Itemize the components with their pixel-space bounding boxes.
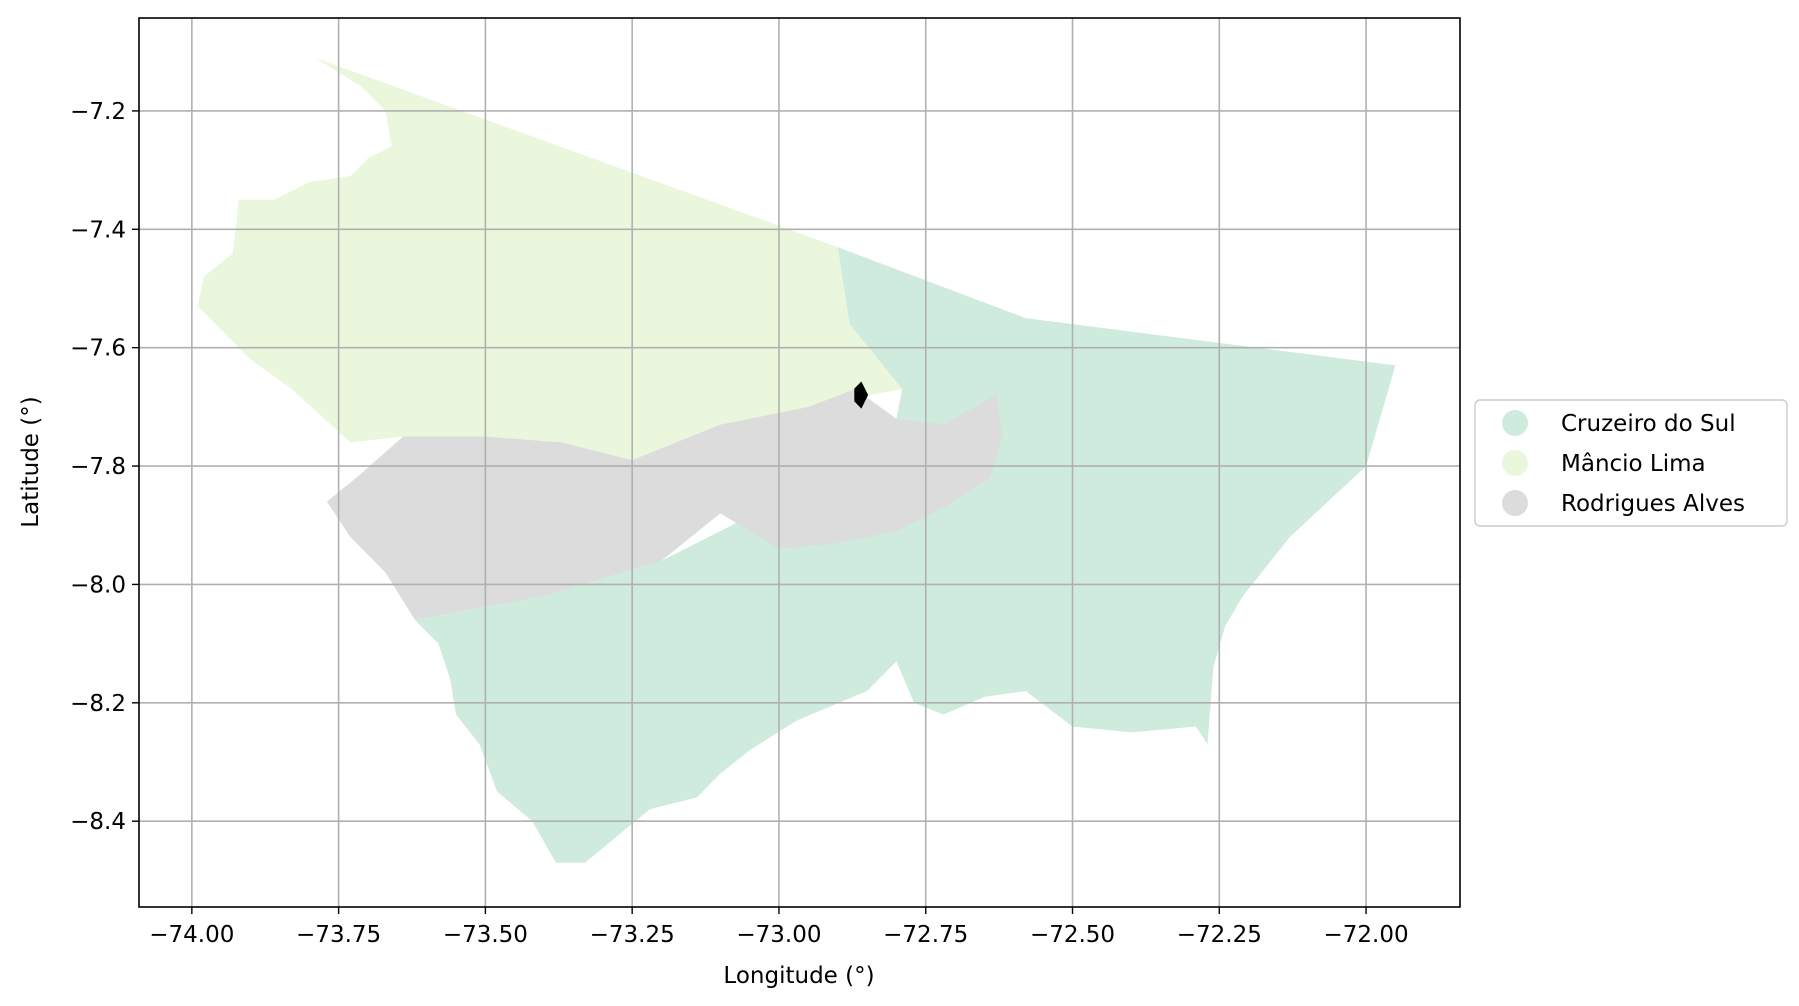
legend-marker-rodrigues-alves (1502, 490, 1528, 516)
region-layer (197, 57, 1396, 863)
x-tick-label: −72.50 (1030, 922, 1115, 948)
region-mancio-lima (197, 57, 903, 461)
y-tick-label: −7.6 (70, 336, 126, 362)
x-tick-label: −73.25 (590, 922, 675, 948)
x-tick-label: −73.00 (736, 922, 821, 948)
legend-box (1474, 399, 1788, 527)
legend-label-rodrigues-alves: Rodrigues Alves (1561, 491, 1745, 517)
overlay-feature (854, 381, 869, 409)
x-tick-label: −74.00 (149, 922, 234, 948)
y-axis-label: Latitude (°) (18, 396, 44, 527)
tick-layer: −74.00 −73.75 −73.50 −73.25 −73.00 −72.75 −72.… (70, 99, 1408, 948)
legend-marker-cruzeiro-do-sul (1502, 410, 1528, 436)
legend-label-mancio-lima: Mâncio Lima (1561, 451, 1706, 477)
y-tick-label: −8.0 (70, 572, 126, 598)
x-tick-label: −73.50 (443, 922, 528, 948)
x-tick-label: −73.75 (296, 922, 381, 948)
y-tick-label: −8.4 (70, 809, 126, 835)
legend: Cruzeiro do Sul Mâncio Lima Rodrigues Alve… (1474, 399, 1788, 527)
x-tick-label: −72.75 (883, 922, 968, 948)
y-tick-label: −7.2 (70, 99, 126, 125)
y-tick-label: −7.8 (70, 454, 126, 480)
grid-layer (139, 18, 1460, 907)
y-tick-label: −7.4 (70, 217, 126, 243)
x-axis-label: Longitude (°) (723, 963, 874, 989)
legend-label-cruzeiro-do-sul: Cruzeiro do Sul (1561, 411, 1736, 437)
legend-marker-mancio-lima (1502, 450, 1528, 476)
x-tick-label: −72.25 (1177, 922, 1262, 948)
x-tick-label: −72.00 (1323, 922, 1408, 948)
region-rodrigues-alves (326, 389, 1003, 620)
region-cruzeiro-do-sul (414, 247, 1396, 863)
axes-frame (138, 17, 1461, 908)
overlay-layer (854, 381, 869, 409)
y-tick-label: −8.2 (70, 691, 126, 717)
